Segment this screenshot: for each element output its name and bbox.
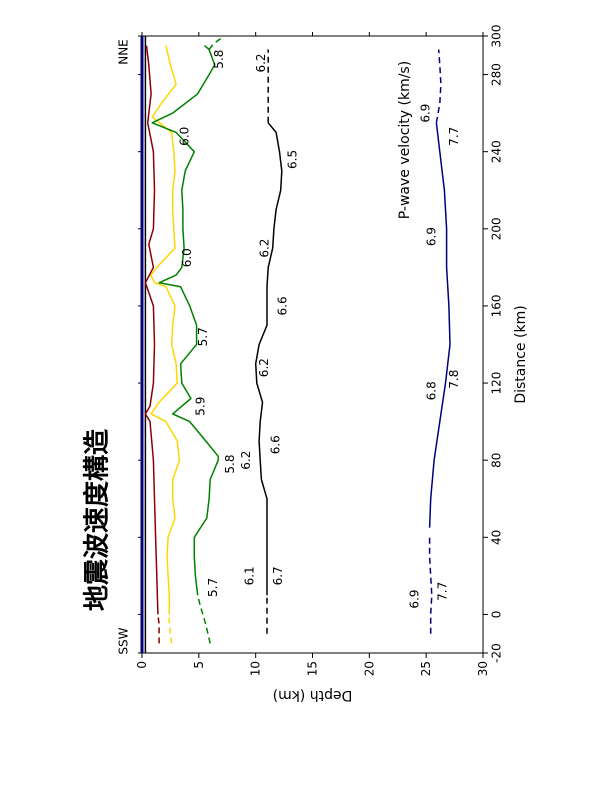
velocity-label: 7.7: [447, 127, 461, 146]
velocity-label: 5.7: [206, 578, 220, 597]
depth-tick-label: 15: [306, 661, 320, 676]
distance-tick-label: 80: [490, 453, 504, 468]
velocity-label: 6.0: [180, 248, 194, 267]
distance-tick-label: 0: [490, 611, 504, 619]
velocity-label: 5.7: [196, 327, 210, 346]
velocity-label: 6.6: [275, 296, 289, 315]
direction-nne: NNE: [117, 39, 131, 65]
depth-tick-label: 25: [419, 661, 433, 676]
velocity-label: 5.8: [212, 50, 226, 69]
velocity-label: 6.2: [257, 358, 271, 377]
velocity-label: 5.9: [194, 397, 208, 416]
dashed-series-line-3: [208, 37, 223, 50]
velocity-label: 6.0: [178, 127, 192, 146]
series-line-5: [254, 122, 283, 596]
depth-tick-label: 10: [249, 661, 263, 676]
velocity-label: 5.8: [223, 454, 237, 473]
velocity-label: 6.9: [419, 104, 433, 123]
velocity-label: 6.2: [254, 53, 268, 72]
depth-tick-label: 20: [362, 661, 376, 676]
velocity-label: 6.2: [257, 239, 271, 258]
distance-tick-label: -20: [490, 643, 504, 663]
velocity-label: 7.7: [436, 582, 450, 601]
series-line-2: [144, 45, 159, 615]
velocity-label: 6.9: [407, 589, 421, 608]
distance-tick-label: 40: [490, 530, 504, 545]
velocity-label: 6.9: [424, 227, 438, 246]
velocity-label: 6.8: [424, 381, 438, 400]
chart-title: 地震波速度構造: [82, 429, 113, 611]
series-line-6: [428, 122, 451, 528]
velocity-label: 6.5: [286, 150, 300, 169]
dashed-series-line-1: [168, 614, 173, 644]
dashed-series-line-0: [157, 614, 160, 644]
distance-tick-label: 160: [490, 294, 504, 317]
depth-tick-label: 0: [135, 661, 149, 669]
x-axis-label: Distance (km): [513, 305, 529, 403]
legend-title: P-wave velocity (km/s): [397, 61, 413, 219]
distance-tick-label: 120: [490, 372, 504, 395]
distance-tick-label: 240: [490, 140, 504, 163]
plot-frame: [141, 35, 484, 654]
distance-tick-label: 280: [490, 63, 504, 86]
direction-ssw: SSW: [117, 627, 131, 654]
dashed-series-line-6: [428, 537, 433, 634]
velocity-label: 7.8: [447, 370, 461, 389]
depth-tick-label: 5: [192, 661, 206, 669]
velocity-label: 6.7: [271, 566, 285, 585]
velocity-label: 6.1: [242, 566, 256, 585]
dashed-series-line-2: [196, 595, 211, 644]
velocity-label: 6.2: [239, 451, 253, 470]
distance-tick-label: 300: [490, 25, 504, 48]
velocity-label: 6.6: [269, 435, 283, 454]
depth-tick-label: 30: [476, 661, 490, 676]
series-line-4: [151, 45, 219, 596]
dashed-series-line-7: [435, 49, 442, 123]
distance-tick-label: 200: [490, 217, 504, 240]
series-line-3: [150, 45, 181, 615]
y-axis-label: Depth (km): [273, 687, 353, 703]
